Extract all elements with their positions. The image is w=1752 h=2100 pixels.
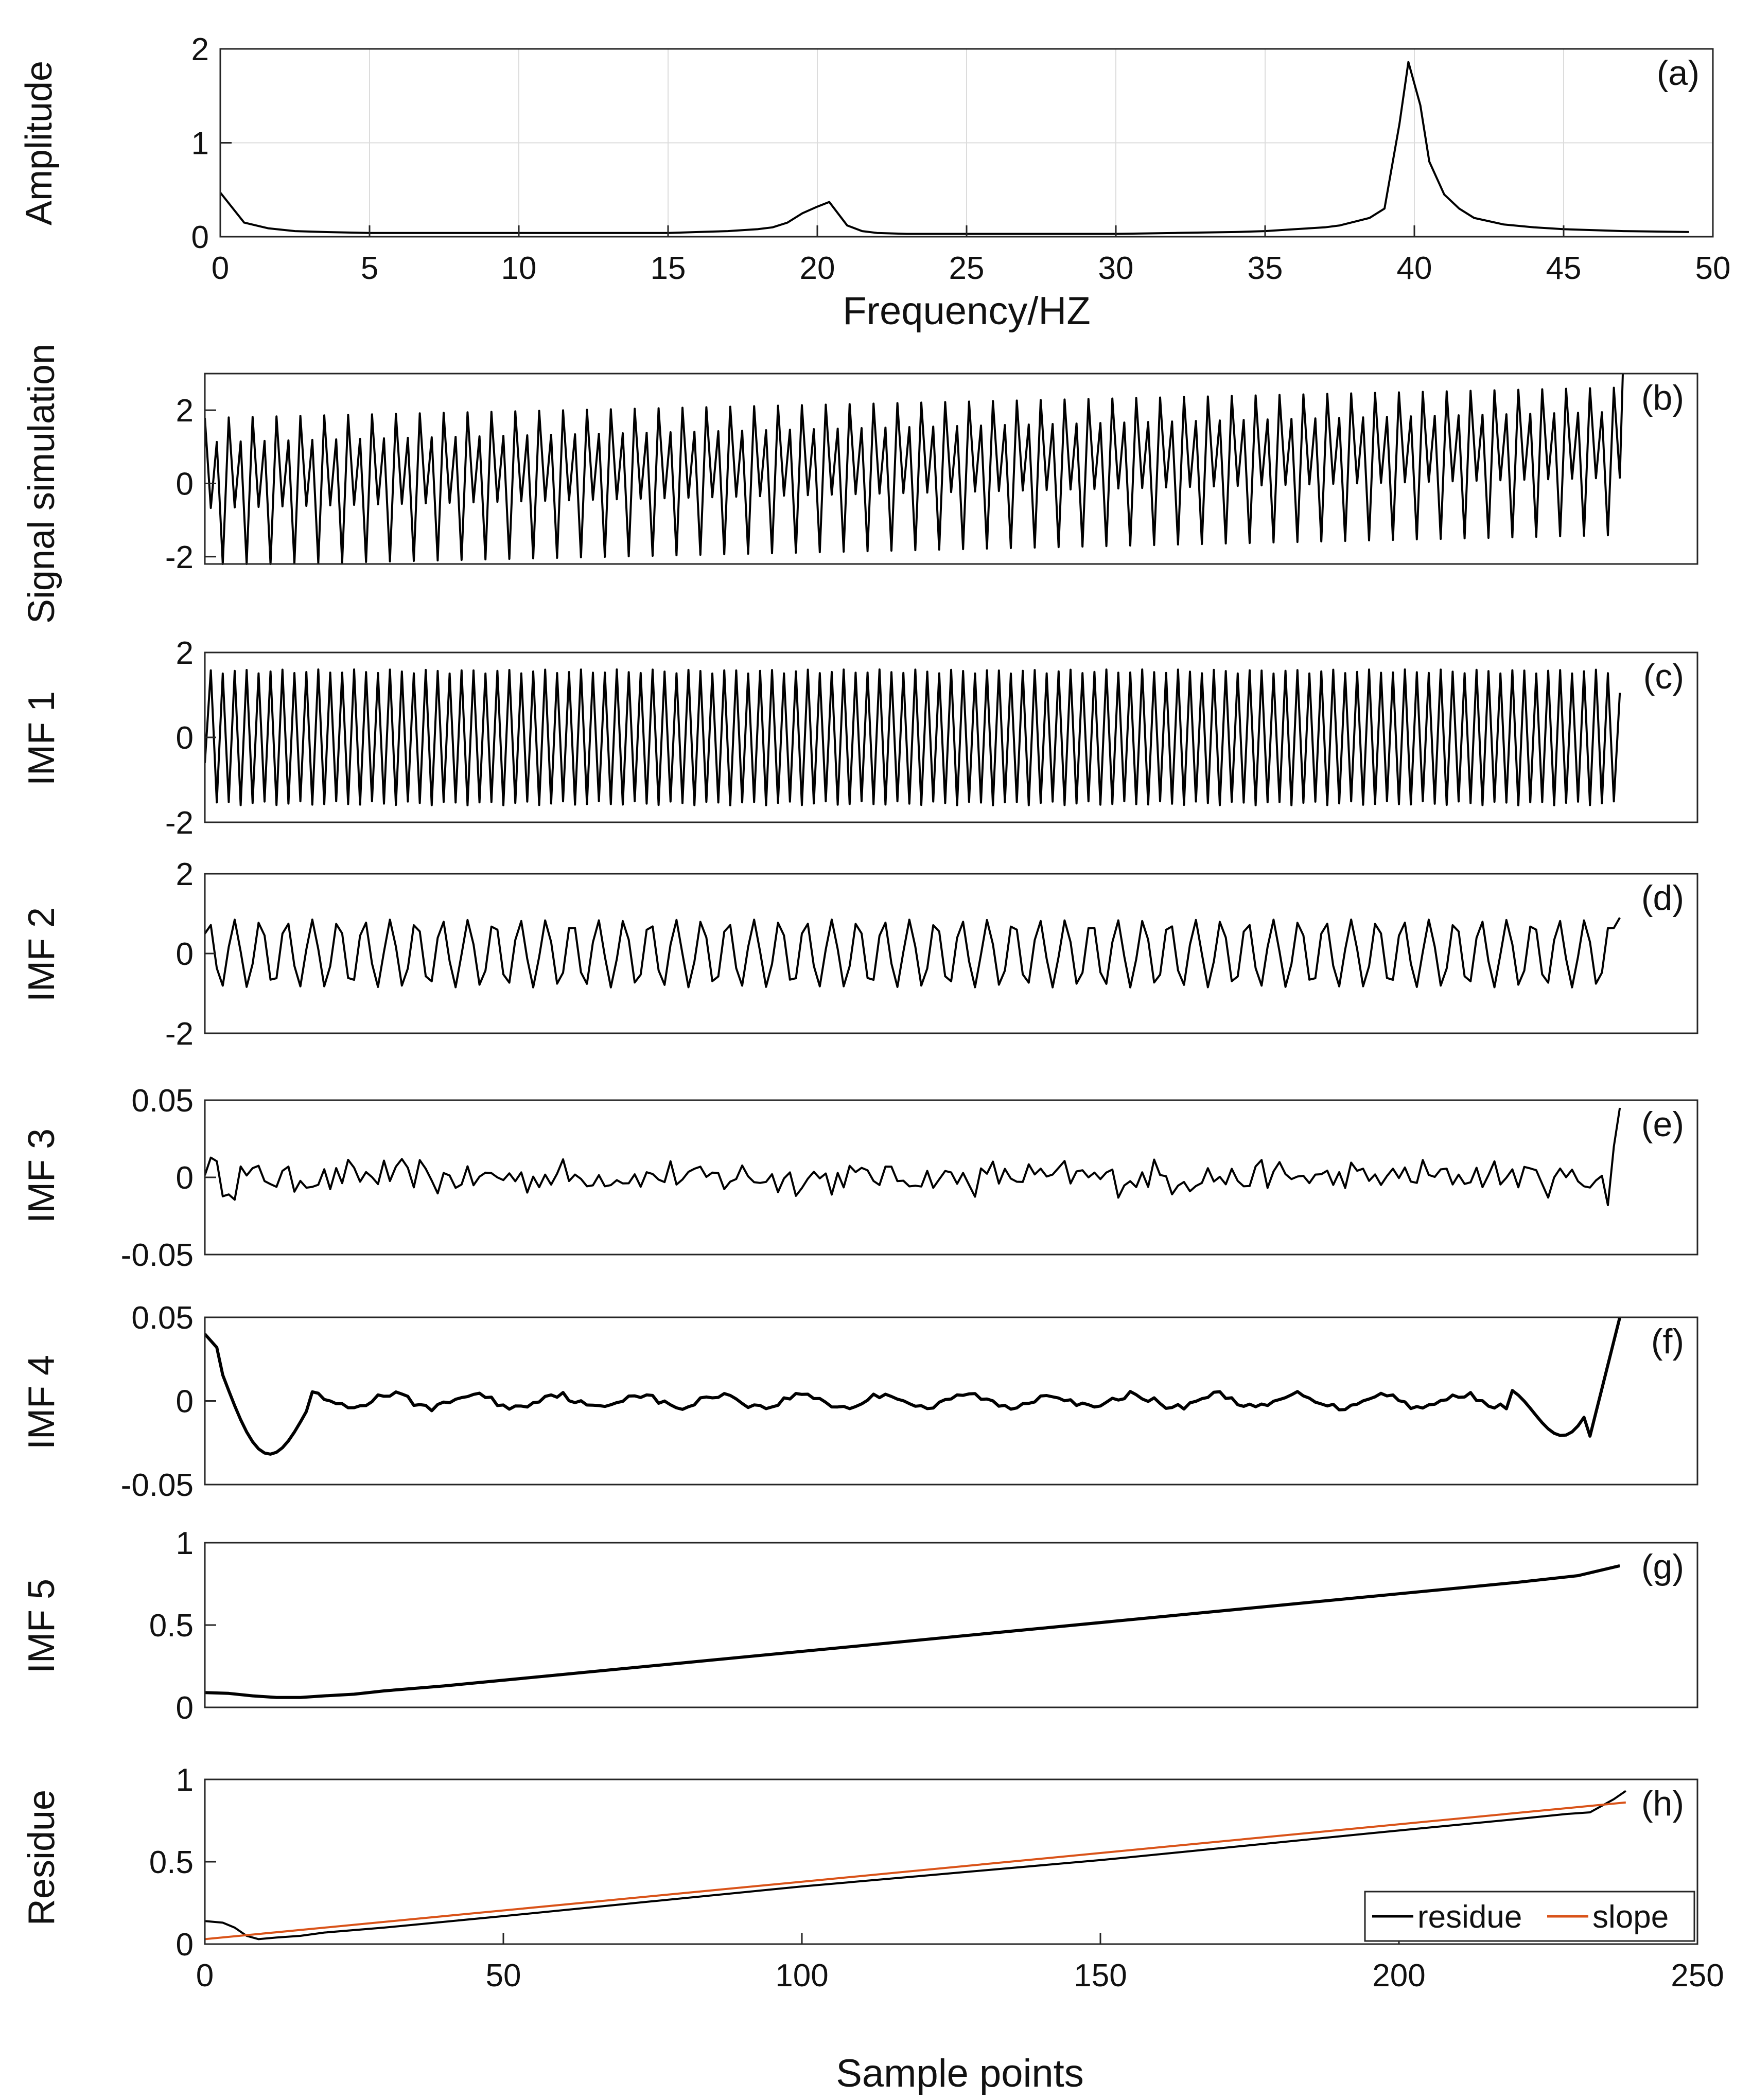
y-tick-label: 0 [176, 1384, 194, 1420]
x-tick-label: 30 [1098, 251, 1134, 286]
y-tick-label: 0 [176, 1927, 194, 1963]
series-line-residue [205, 1790, 1626, 1940]
x-tick-label: 150 [1074, 1958, 1127, 1993]
y-tick-label: 0.05 [131, 1083, 194, 1119]
legend-label-residue: residue [1417, 1899, 1522, 1935]
x-axis-label: Frequency/HZ [843, 289, 1091, 333]
y-tick-label: 0.5 [149, 1608, 194, 1644]
x-tick-label: 10 [501, 251, 537, 286]
y-tick-label: 0 [176, 720, 194, 756]
x-tick-label: 45 [1546, 251, 1582, 286]
y-axis-label: IMF 1 [21, 691, 62, 786]
y-tick-label: 0.05 [131, 1300, 194, 1336]
panel-c: -2 0 2 IMF 1 (c) [21, 636, 1698, 841]
y-tick-label: 0 [191, 220, 209, 255]
series-line-imf-4 [205, 1317, 1622, 1456]
y-tick-label: 2 [191, 32, 209, 67]
legend-box [1364, 1891, 1695, 1942]
panel-label: (b) [1641, 378, 1684, 417]
x-tick-label: 50 [1695, 251, 1731, 286]
x-tick-label: 5 [361, 251, 378, 286]
y-tick-label: 1 [176, 1526, 194, 1561]
series-line-signal [205, 373, 1624, 565]
axes-frame [204, 373, 1698, 565]
y-tick-label: 0.5 [149, 1845, 194, 1880]
x-axis-label-sample-points: Sample points [836, 2052, 1084, 2095]
panel-h: 0 0.5 1 0 50 100 150 200 250 Residue (h) residue slo… [21, 1762, 1724, 1993]
y-tick-label: 0 [176, 1160, 194, 1196]
y-axis-label: IMF 2 [21, 907, 62, 1002]
y-axis-label: IMF 5 [21, 1579, 62, 1673]
y-axis-label: IMF 4 [21, 1355, 62, 1450]
panel-e: -0.05 0 0.05 IMF 3 (e) [21, 1083, 1698, 1273]
panel-d: -2 0 2 IMF 2 (d) [21, 857, 1698, 1052]
x-tick-label: 25 [949, 251, 985, 286]
y-tick-label: 1 [176, 1762, 194, 1798]
panel-label: (d) [1641, 878, 1684, 917]
series-line-spectrum [220, 61, 1689, 235]
y-tick-label: 2 [176, 636, 194, 671]
series-line-slope [205, 1801, 1626, 1940]
y-tick-label: -2 [165, 805, 194, 841]
y-axis-label: Amplitude [19, 61, 60, 225]
panel-label: (f) [1651, 1322, 1684, 1361]
y-tick-label: 0 [176, 937, 194, 972]
x-tick-label: 15 [651, 251, 686, 286]
x-tick-label: 250 [1671, 1958, 1724, 1993]
panel-g: 0 0.5 1 IMF 5 (g) [21, 1526, 1698, 1726]
x-tick-label: 100 [775, 1958, 828, 1993]
y-tick-label: 1 [191, 126, 209, 162]
y-tick-label: 0 [176, 1690, 194, 1726]
panel-label: (h) [1641, 1784, 1684, 1823]
panel-f: -0.05 0 0.05 IMF 4 (f) [21, 1300, 1698, 1503]
x-tick-label: 0 [212, 251, 229, 286]
x-tick-label: 0 [196, 1958, 214, 1993]
panel-label: (c) [1643, 657, 1684, 696]
y-axis-label: Residue [21, 1790, 62, 1926]
series-line-imf-5 [205, 1564, 1620, 1699]
x-tick-label: 200 [1372, 1958, 1425, 1993]
panel-b: -2 0 2 Signal simulation (b) [21, 344, 1698, 624]
series-line-imf-3 [205, 1107, 1621, 1206]
panel-label: (g) [1641, 1547, 1684, 1586]
x-tick-label: 40 [1397, 251, 1432, 286]
y-axis-label: IMF 3 [21, 1128, 62, 1223]
y-tick-label: -2 [165, 540, 194, 575]
y-tick-label: 2 [176, 857, 194, 892]
y-tick-label: 0 [176, 466, 194, 502]
series-line-imf-1 [205, 668, 1621, 806]
panel-label: (e) [1641, 1105, 1684, 1144]
legend-label-slope: slope [1592, 1899, 1669, 1935]
series-line-imf-2 [205, 917, 1621, 989]
y-tick-label: -0.05 [121, 1238, 194, 1273]
panel-label: (a) [1657, 54, 1700, 93]
y-tick-label: -2 [165, 1016, 194, 1052]
y-tick-label: -0.05 [121, 1468, 194, 1503]
x-tick-label: 35 [1248, 251, 1283, 286]
x-tick-label: 20 [800, 251, 835, 286]
legend: residue slope [1364, 1891, 1695, 1942]
y-axis-label: Signal simulation [21, 344, 62, 624]
y-tick-label: 2 [176, 393, 194, 429]
x-tick-label: 50 [486, 1958, 521, 1993]
